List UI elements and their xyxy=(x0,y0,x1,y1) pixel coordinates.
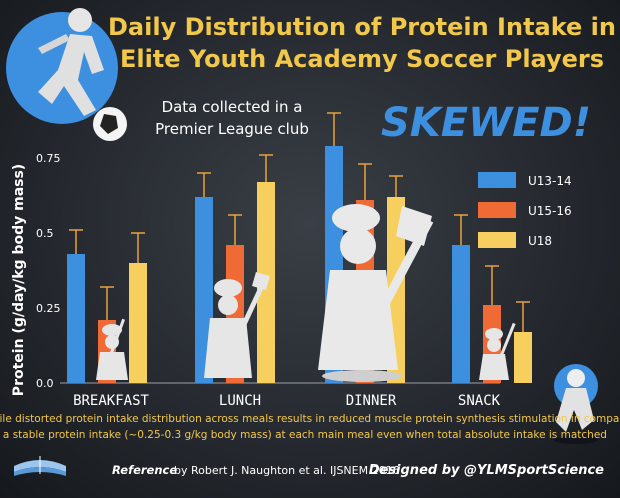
x-tick-label: SNACK xyxy=(458,393,501,409)
x-axis: BREAKFAST LUNCH DINNER SNACK xyxy=(73,393,501,409)
legend-label: U15-16 xyxy=(528,204,572,218)
legend-label: U18 xyxy=(528,234,552,248)
x-tick-label: BREAKFAST xyxy=(73,393,149,409)
bar-u13-14-snack xyxy=(452,245,470,383)
chart-title-line2: Elite Youth Academy Soccer Players xyxy=(120,45,604,73)
bar-u13-14-breakfast xyxy=(67,254,85,383)
x-tick-label: LUNCH xyxy=(219,393,261,409)
chef-figure-lunch-icon xyxy=(204,272,270,378)
bar-group xyxy=(67,112,532,383)
chef-figure-snack-icon xyxy=(479,322,516,380)
x-tick-label: DINNER xyxy=(346,393,397,409)
soccer-player-figure-icon xyxy=(6,8,127,141)
legend-label: U13-14 xyxy=(528,174,572,188)
bar-u18-snack xyxy=(514,332,532,383)
legend: U13-14 U15-16 U18 xyxy=(478,172,572,248)
source-line2: Premier League club xyxy=(155,120,309,138)
reference-text: by Robert J. Naughton et al. IJSNEM 2016 xyxy=(174,464,400,477)
designer-credit: Designed by @YLMSportScience xyxy=(369,463,604,478)
chef-figure-dinner-icon xyxy=(318,204,434,382)
footnote-line2: to a stable protein intake (~0.25-0.3 g/… xyxy=(0,429,607,441)
skewed-highlight: SKEWED! xyxy=(381,100,591,146)
y-axis-label: Protein (g/day/kg body mass) xyxy=(11,164,27,396)
reference-label: Reference xyxy=(112,463,177,477)
source-line1: Data collected in a xyxy=(162,98,303,116)
legend-swatch xyxy=(478,232,516,248)
chef-figure-breakfast-icon xyxy=(96,318,128,380)
legend-swatch xyxy=(478,202,516,218)
y-axis: 0.0 0.25 0.5 0.75 xyxy=(36,152,61,390)
y-tick-label: 0.75 xyxy=(36,152,61,165)
y-tick-label: 0.5 xyxy=(36,227,54,240)
chart-title-line1: Daily Distribution of Protein Intake in xyxy=(108,13,616,41)
legend-swatch xyxy=(478,172,516,188)
bar-u18-breakfast xyxy=(129,263,147,383)
y-tick-label: 0.25 xyxy=(36,302,61,315)
footnote-line1: ... while distorted protein intake distr… xyxy=(0,413,620,425)
thinking-figure-icon xyxy=(554,364,598,444)
y-tick-label: 0.0 xyxy=(36,377,54,390)
book-icon xyxy=(14,456,66,476)
